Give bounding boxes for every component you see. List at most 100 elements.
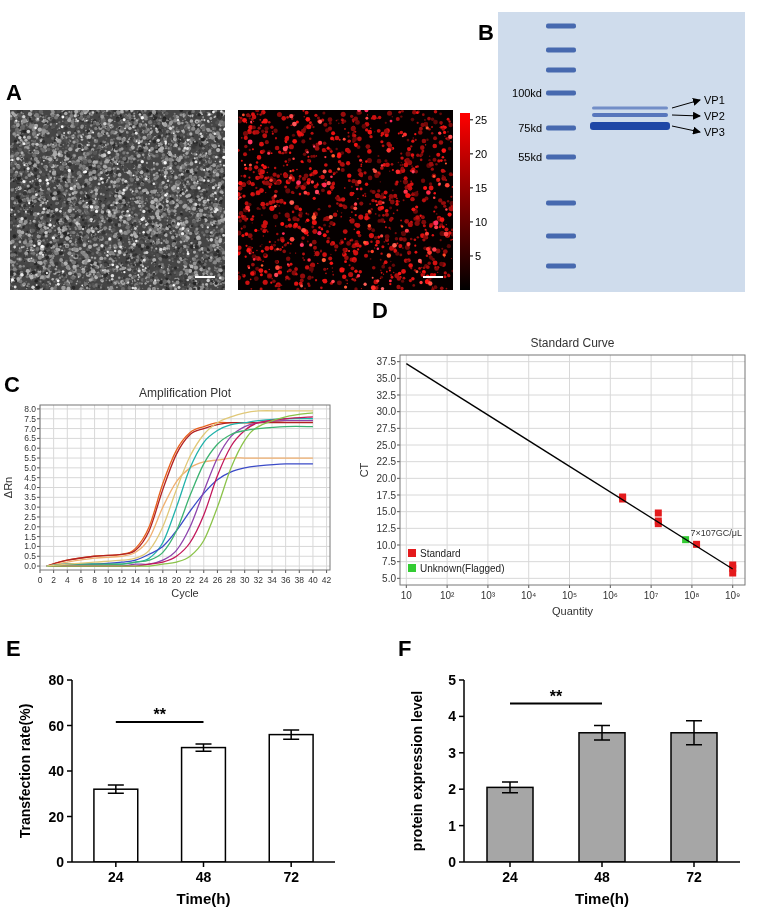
band-label: VP2 xyxy=(704,110,725,122)
tick-label: 4 xyxy=(65,575,70,585)
tick-label: 26 xyxy=(213,575,223,585)
series-line xyxy=(47,421,313,567)
ladder-band xyxy=(546,126,576,131)
series-line xyxy=(47,413,313,566)
grid-line xyxy=(40,526,330,527)
tick-label: 0 xyxy=(56,854,64,870)
grid-line xyxy=(487,355,488,585)
series-line xyxy=(47,458,313,566)
protein-band xyxy=(592,113,668,117)
tick-label: 37.5 xyxy=(377,356,397,367)
series-line xyxy=(406,364,732,569)
legend-swatch xyxy=(408,564,416,572)
tick xyxy=(203,862,205,867)
protein-band xyxy=(590,122,670,130)
tick-label: 24 xyxy=(199,575,209,585)
grid-line xyxy=(40,546,330,547)
grid-line xyxy=(406,355,407,585)
x-axis-label: Cycle xyxy=(171,587,199,599)
chart-title: Standard Curve xyxy=(530,336,614,350)
grid-line xyxy=(400,478,745,479)
grid-line xyxy=(651,355,652,585)
grid-line xyxy=(40,497,330,498)
tick-label: 6 xyxy=(79,575,84,585)
colorbar-label: 10 xyxy=(475,216,487,228)
legend-label: Standard xyxy=(420,548,461,559)
tick-label: 17.5 xyxy=(377,490,397,501)
grid-line xyxy=(569,355,570,585)
band-label: VP1 xyxy=(704,94,725,106)
colorbar-label: 20 xyxy=(475,148,487,160)
plot-frame xyxy=(400,355,745,585)
tick-label: 20.0 xyxy=(377,473,397,484)
legend-label: Unknown(Flagged) xyxy=(420,563,505,574)
tick-label: 4 xyxy=(448,708,456,724)
tick xyxy=(67,816,72,818)
tick xyxy=(67,725,72,727)
tick-label: 40 xyxy=(308,575,318,585)
tick-label: 20 xyxy=(48,809,64,825)
panel-label: F xyxy=(398,636,411,661)
tick-label: 10⁴ xyxy=(521,590,536,601)
tick-label: 5.0 xyxy=(382,573,396,584)
tick-label: 0 xyxy=(448,854,456,870)
legend-swatch xyxy=(408,549,416,557)
y-axis-label: Transfection rate(%) xyxy=(17,704,33,839)
grid-line xyxy=(400,511,745,512)
grid-line xyxy=(732,355,733,585)
tick-label: 6.5 xyxy=(24,433,36,443)
tick-label: 10 xyxy=(104,575,114,585)
grid-line xyxy=(400,378,745,379)
tick-label: 6.0 xyxy=(24,443,36,453)
point xyxy=(729,570,736,577)
colorbar-tick xyxy=(470,221,473,222)
protein-band xyxy=(592,107,668,110)
plot-area xyxy=(400,355,745,585)
bar xyxy=(579,733,625,862)
y-axis xyxy=(463,680,465,862)
tick xyxy=(459,825,464,827)
error-bar xyxy=(196,744,212,751)
tick-label: 8 xyxy=(92,575,97,585)
tick-label: 2.0 xyxy=(24,522,36,532)
tick-label: 3.0 xyxy=(24,502,36,512)
error-bar xyxy=(686,721,702,745)
marks xyxy=(487,721,717,862)
tick-label: 2 xyxy=(51,575,56,585)
colorbar-label: 15 xyxy=(475,182,487,194)
tick-label: 14 xyxy=(131,575,141,585)
tick xyxy=(459,716,464,718)
tick-label: 48 xyxy=(196,869,212,885)
tick-label: 32 xyxy=(254,575,264,585)
grid-line xyxy=(400,445,745,446)
tick-label: 10⁵ xyxy=(562,590,577,601)
tick-label: 32.5 xyxy=(377,390,397,401)
ladder-band xyxy=(546,24,576,29)
colorbar-tick xyxy=(470,255,473,256)
tick-label: 12 xyxy=(117,575,127,585)
tick-label: 1 xyxy=(448,818,456,834)
grid-line xyxy=(40,428,330,429)
ladder-label: 55kd xyxy=(518,151,542,163)
tick-label: 15.0 xyxy=(377,506,397,517)
error-bar xyxy=(283,730,299,739)
tick-label: 80 xyxy=(48,672,64,688)
tick-label: 5.0 xyxy=(24,463,36,473)
tick-label: 0.5 xyxy=(24,551,36,561)
tick xyxy=(67,861,72,863)
grid-line xyxy=(40,448,330,449)
marks xyxy=(47,411,313,566)
ladder-band xyxy=(546,48,576,53)
panel-label: C xyxy=(4,372,20,397)
tick-label: 2.5 xyxy=(24,512,36,522)
chart: 0246810121416182022242628303234363840420… xyxy=(2,386,332,599)
tick-label: 30 xyxy=(240,575,250,585)
grid-line xyxy=(400,361,745,362)
ladder-label: 75kd xyxy=(518,122,542,134)
bar xyxy=(487,787,533,862)
fluorescence-image xyxy=(238,110,453,290)
figure: ABCDEF510152025100kd75kd55kdVP1VP2VP3024… xyxy=(0,0,767,914)
tick xyxy=(693,862,695,867)
tick-label: 1.0 xyxy=(24,541,36,551)
tick-label: 30.0 xyxy=(377,406,397,417)
